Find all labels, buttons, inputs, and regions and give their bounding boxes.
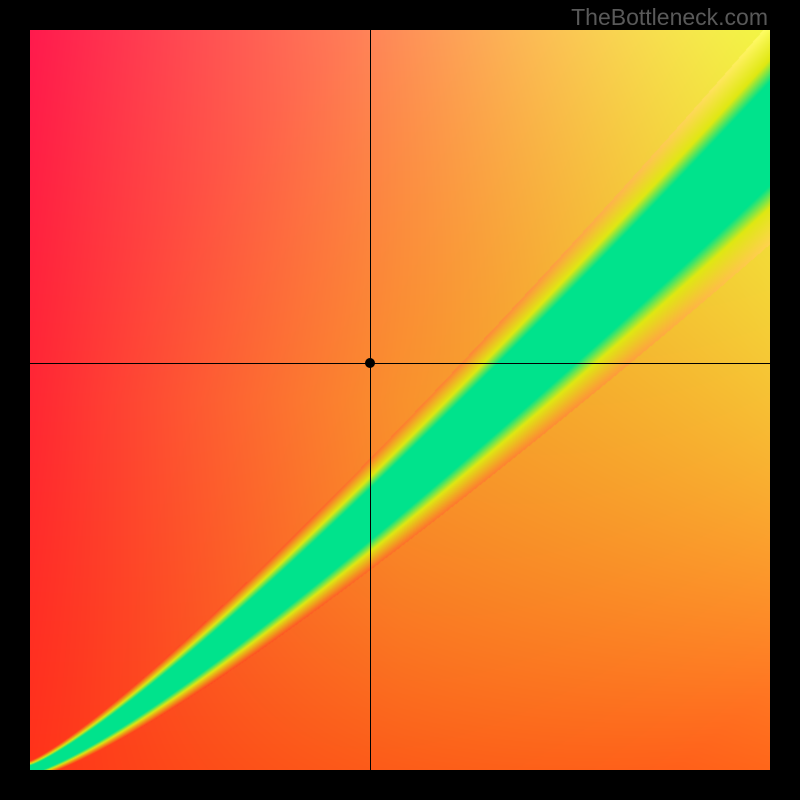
crosshair-vertical <box>370 30 371 770</box>
bottleneck-heatmap <box>30 30 770 770</box>
watermark-text: TheBottleneck.com <box>571 4 768 31</box>
crosshair-horizontal <box>30 363 770 364</box>
crosshair-marker <box>365 358 375 368</box>
heatmap-canvas <box>30 30 770 770</box>
